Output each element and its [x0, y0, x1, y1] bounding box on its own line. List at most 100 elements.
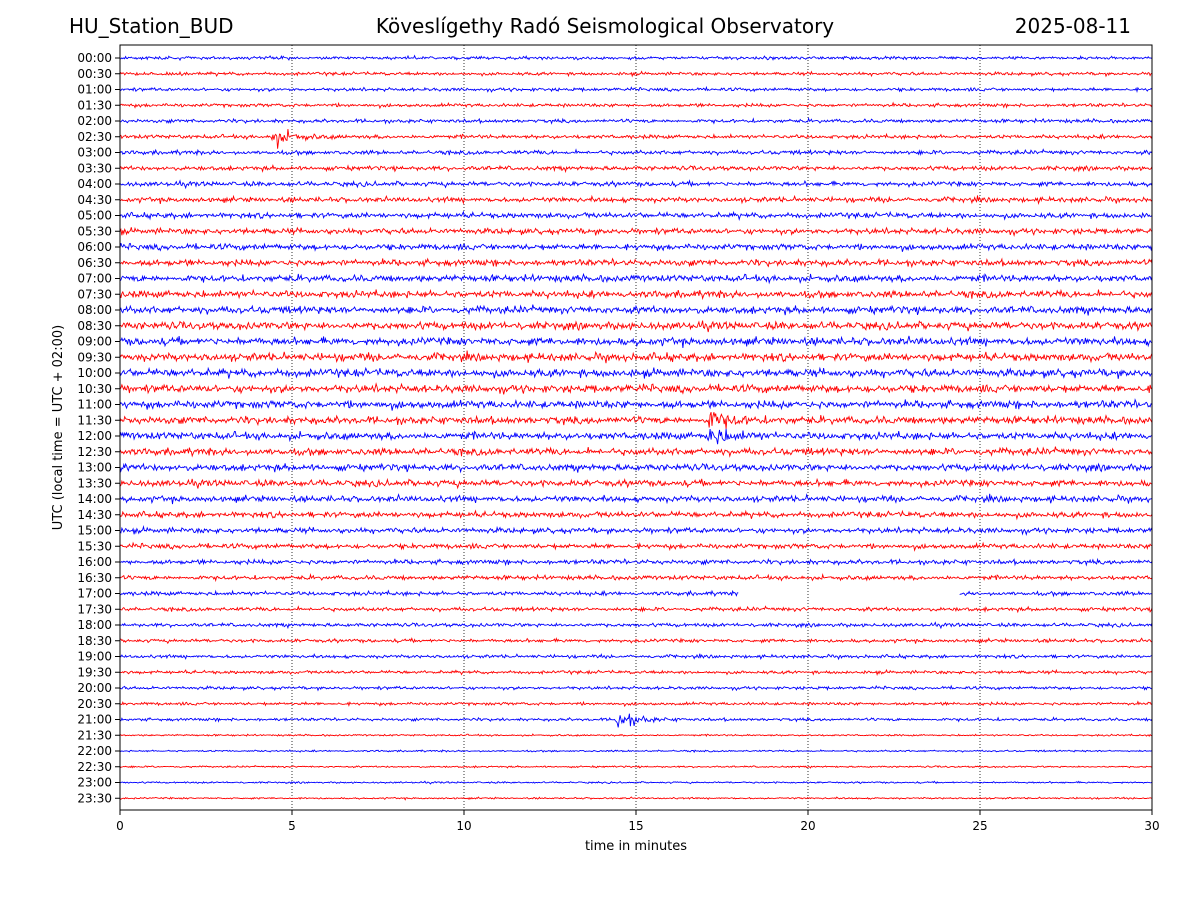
- x-tick-labels: 0 5 10 15 20 25 30: [116, 810, 1160, 833]
- y-tick-label: 00:00: [77, 51, 112, 65]
- trace-0030: [119, 70, 1153, 78]
- y-tick-label: 04:00: [77, 177, 112, 191]
- y-tick-label: 16:00: [77, 555, 112, 569]
- trace-0530: [119, 226, 1153, 238]
- y-tick-label: 20:00: [77, 681, 112, 695]
- y-tick-label: 09:30: [77, 350, 112, 364]
- y-tick-label: 18:30: [77, 634, 112, 648]
- trace-1530: [119, 541, 1153, 552]
- x-axis-label: time in minutes: [585, 839, 687, 854]
- trace-0700: [119, 272, 1153, 285]
- trace-0000: [120, 54, 1153, 62]
- trace-1430: [119, 509, 1153, 521]
- x-tick-label: 30: [1144, 819, 1159, 833]
- y-tick-label: 11:30: [77, 413, 112, 427]
- trace-0300: [119, 148, 1153, 157]
- y-tick-label: 12:30: [77, 445, 112, 459]
- trace-1700: [119, 589, 1153, 598]
- y-tick-label: 20:30: [77, 697, 112, 711]
- trace-1600: [120, 557, 1153, 567]
- x-tick-label: 10: [456, 819, 471, 833]
- trace-1000: [119, 366, 1153, 379]
- trace-0600: [119, 242, 1153, 252]
- station-title: HU_Station_BUD: [69, 14, 234, 38]
- trace-1900: [119, 653, 1153, 661]
- y-tick-label: 07:00: [77, 272, 112, 286]
- y-tick-label: 13:30: [77, 476, 112, 490]
- y-tick-label: 12:00: [77, 429, 112, 443]
- trace-0230: [119, 129, 1153, 149]
- x-tick-label: 25: [972, 819, 987, 833]
- y-tick-label: 17:00: [77, 587, 112, 601]
- y-tick-label: 13:00: [77, 461, 112, 475]
- trace-2330: [119, 796, 1153, 801]
- trace-1130: [119, 412, 1153, 430]
- trace-2130: [119, 733, 1153, 738]
- observatory-title: Köveslígethy Radó Seismological Observat…: [375, 14, 835, 38]
- traces-layer: [119, 54, 1153, 801]
- x-tick-label: 5: [288, 819, 296, 833]
- trace-1730: [119, 605, 1153, 614]
- y-tick-label: 06:00: [77, 240, 112, 254]
- y-tick-label: 08:30: [77, 319, 112, 333]
- y-tick-label: 15:30: [77, 539, 112, 553]
- trace-1300: [119, 462, 1153, 474]
- trace-2230: [119, 764, 1153, 769]
- grid-layer: [291, 45, 981, 810]
- trace-1500: [119, 525, 1153, 536]
- trace-0430: [120, 194, 1153, 206]
- y-tick-label: 15:00: [77, 524, 112, 538]
- y-tick-label: 14:30: [77, 508, 112, 522]
- trace-0130: [119, 101, 1153, 110]
- trace-1800: [119, 621, 1153, 630]
- trace-0330: [119, 164, 1153, 174]
- y-tick-label: 17:30: [77, 602, 112, 616]
- y-tick-label: 23:00: [77, 776, 112, 790]
- x-tick-label: 15: [628, 819, 643, 833]
- trace-1230: [119, 446, 1153, 458]
- y-tick-label: 01:30: [77, 98, 112, 112]
- date-title: 2025-08-11: [1014, 14, 1131, 38]
- y-tick-label: 07:30: [77, 287, 112, 301]
- trace-2200: [119, 749, 1153, 754]
- y-tick-label: 19:30: [77, 665, 112, 679]
- trace-0830: [120, 320, 1153, 333]
- y-tick-label: 02:00: [77, 114, 112, 128]
- y-tick-label: 05:30: [77, 224, 112, 238]
- trace-0730: [119, 288, 1153, 301]
- y-tick-label: 14:00: [77, 492, 112, 506]
- y-tick-label: 02:30: [77, 130, 112, 144]
- y-tick-label: 01:00: [77, 83, 112, 97]
- trace-0200: [120, 117, 1153, 125]
- y-tick-label: 09:00: [77, 335, 112, 349]
- y-tick-label: 08:00: [77, 303, 112, 317]
- y-tick-label: 03:30: [77, 161, 112, 175]
- trace-2100: [119, 713, 1153, 728]
- trace-0400: [119, 179, 1153, 190]
- trace-0630: [119, 257, 1153, 269]
- y-tick-label: 19:00: [77, 650, 112, 664]
- trace-0500: [119, 210, 1153, 221]
- trace-1930: [119, 668, 1153, 676]
- y-axis-label: UTC (local time = UTC + 02:00): [51, 325, 66, 530]
- trace-1030: [119, 382, 1153, 395]
- y-tick-label: 21:00: [77, 713, 112, 727]
- y-tick-label: 22:30: [77, 760, 112, 774]
- y-tick-label: 06:30: [77, 256, 112, 270]
- trace-1200: [119, 428, 1153, 445]
- trace-0800: [119, 304, 1153, 316]
- y-tick-label: 21:30: [77, 728, 112, 742]
- trace-0900: [119, 335, 1153, 348]
- y-tick-label: 05:00: [77, 209, 112, 223]
- y-tick-label: 00:30: [77, 67, 112, 81]
- y-tick-label: 22:00: [77, 744, 112, 758]
- x-tick-label: 20: [800, 819, 815, 833]
- y-tick-label: 11:00: [77, 398, 112, 412]
- trace-1400: [119, 493, 1153, 505]
- trace-1330: [119, 477, 1153, 490]
- y-tick-label: 18:00: [77, 618, 112, 632]
- y-tick-label: 10:30: [77, 382, 112, 396]
- y-tick-label: 04:30: [77, 193, 112, 207]
